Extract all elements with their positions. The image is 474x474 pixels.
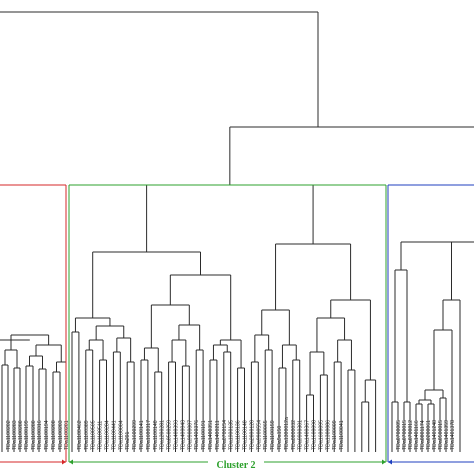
cluster-2-leaf-label: TDa1100141 xyxy=(139,420,145,450)
cluster-2-leaf-label: TDa1100136 xyxy=(236,420,242,450)
cluster-3-leaf-label: TDa0801174 xyxy=(420,420,426,450)
cluster-2-leaf-label: TDa1400351 xyxy=(208,420,214,450)
cluster-1-leaf-label: TDa1100199 xyxy=(24,420,30,450)
cluster-2-leaf-label: TDa1400393 xyxy=(174,420,180,450)
cluster-3-leaf-label: TDa0500015 xyxy=(438,420,444,450)
cluster-2-leaf-label: TDa1100462 xyxy=(77,420,83,450)
cluster-2-leaf-label: TDa1300086 xyxy=(325,420,331,450)
cluster-2-leaf-label: TDa0800032 xyxy=(291,420,297,450)
cluster-brackets xyxy=(0,184,474,462)
cluster-2-leaf-label: TDa1100065 xyxy=(263,420,269,450)
dendrogram-branches xyxy=(0,11,474,452)
cluster-1-leaf-label: TDa1100316 xyxy=(37,420,43,450)
cluster-1-leaf-label: TDa1100280 xyxy=(18,420,24,450)
cluster-3-leaf-label: TDa0700005 xyxy=(396,420,402,450)
cluster-2-leaf-label: TDa1100159 xyxy=(270,420,276,450)
cluster-2-leaf-label: TDa1100009 xyxy=(332,420,338,450)
cluster-span-arrows xyxy=(0,458,474,471)
cluster-2-leaf-label: TDa1100148 xyxy=(243,420,249,450)
cluster-1-leaf-label: TDa1100194 xyxy=(44,420,50,450)
cluster-2-leaf-label: TDa291 xyxy=(125,431,131,450)
cluster-2-leaf-label: TDa1600095 xyxy=(318,420,324,450)
cluster-2-leaf-label: TDa1100140 xyxy=(153,420,159,450)
cluster-2-leaf-label: TDa1100505 xyxy=(91,420,97,450)
cluster-2-leaf-label: TDa1100441 xyxy=(111,420,117,450)
cluster-1-leaf-label: TDa1100283 xyxy=(12,420,18,450)
cluster-2-span-arrowhead xyxy=(69,459,73,465)
cluster-2-leaf-label: TDa9a150 xyxy=(277,426,283,450)
cluster-2-leaf-label: TDa1100191 xyxy=(201,420,207,450)
cluster-2-leaf-label: TDa1200281 xyxy=(160,420,166,450)
cluster-1-leaf-label: TDa1100203 xyxy=(58,420,64,450)
cluster-1-leaf-label: TDa1100202 xyxy=(6,420,12,450)
cluster-2-leaf-label: TDa1400376 xyxy=(194,420,200,450)
cluster-1-span-arrowhead xyxy=(62,459,66,465)
cluster-2-leaf-label: TDa1300012a xyxy=(284,417,290,450)
cluster-2-label-background xyxy=(208,458,264,471)
cluster-2-leaf-label: TDa9900007 xyxy=(187,420,193,450)
cluster-2-leaf-label: TDa1100004 xyxy=(118,420,124,450)
cluster-2-leaf-label: TDa1100284 xyxy=(105,420,111,450)
cluster-2-label: Cluster 2 xyxy=(217,460,256,471)
cluster-2-leaf-label: TDa1600317 xyxy=(146,420,152,450)
cluster-3-leaf-label: TDa1401359 xyxy=(444,420,450,450)
cluster-2-leaf-label: TDa1600098 xyxy=(312,420,318,450)
cluster-3-leaf-label: TDa1401166 xyxy=(414,420,420,450)
cluster-2-leaf-label: TDa2000120 xyxy=(249,420,255,450)
leaf-label-group: TDa1100202 TDa1100283 TDa1100280 TDa1100199… xyxy=(6,417,456,450)
cluster-1-leaf-label: TDa1100280 xyxy=(31,420,37,450)
cluster-2-leaf-label: TDa9900554 xyxy=(256,420,262,450)
cluster-1-leaf-label: TDa1100201 xyxy=(64,420,70,450)
cluster-2-leaf-label: TDa0700154 xyxy=(222,420,228,450)
cluster-2-leaf-label: TDa1400211 xyxy=(215,420,221,450)
cluster-2-leaf-label: TDa1900135 xyxy=(229,420,235,450)
cluster-2-leaf-label: TDa9900301 xyxy=(298,420,304,450)
cluster-2-leaf-label: TDa1100041 xyxy=(339,420,345,450)
cluster-3-leaf-label: TDa0200061 xyxy=(426,420,432,450)
cluster-3-span-arrowhead xyxy=(388,459,392,465)
cluster-1-leaf-label: TDa1100208 xyxy=(51,420,57,450)
cluster-3-leaf-label: TDa1401378 xyxy=(450,420,456,450)
cluster-2-leaf-label: TDa1100389 xyxy=(84,420,90,450)
cluster-2-span-arrowhead xyxy=(382,459,386,465)
cluster-3-leaf-label: TDa0700812 xyxy=(408,420,414,450)
cluster-3-leaf-label: TDa0700015 xyxy=(402,420,408,450)
cluster-2-leaf-label: TDa1400043 xyxy=(180,420,186,450)
cluster-2-leaf-label: TDa1400367 xyxy=(305,420,311,450)
cluster-2-leaf-label: TDa8500259 xyxy=(167,420,173,450)
cluster-2-leaf-label: TDa1600299 xyxy=(132,420,138,450)
cluster-2-leaf-label: TDa1100511 xyxy=(98,421,104,450)
cluster-3-leaf-label: TDa1401248 xyxy=(432,420,438,450)
